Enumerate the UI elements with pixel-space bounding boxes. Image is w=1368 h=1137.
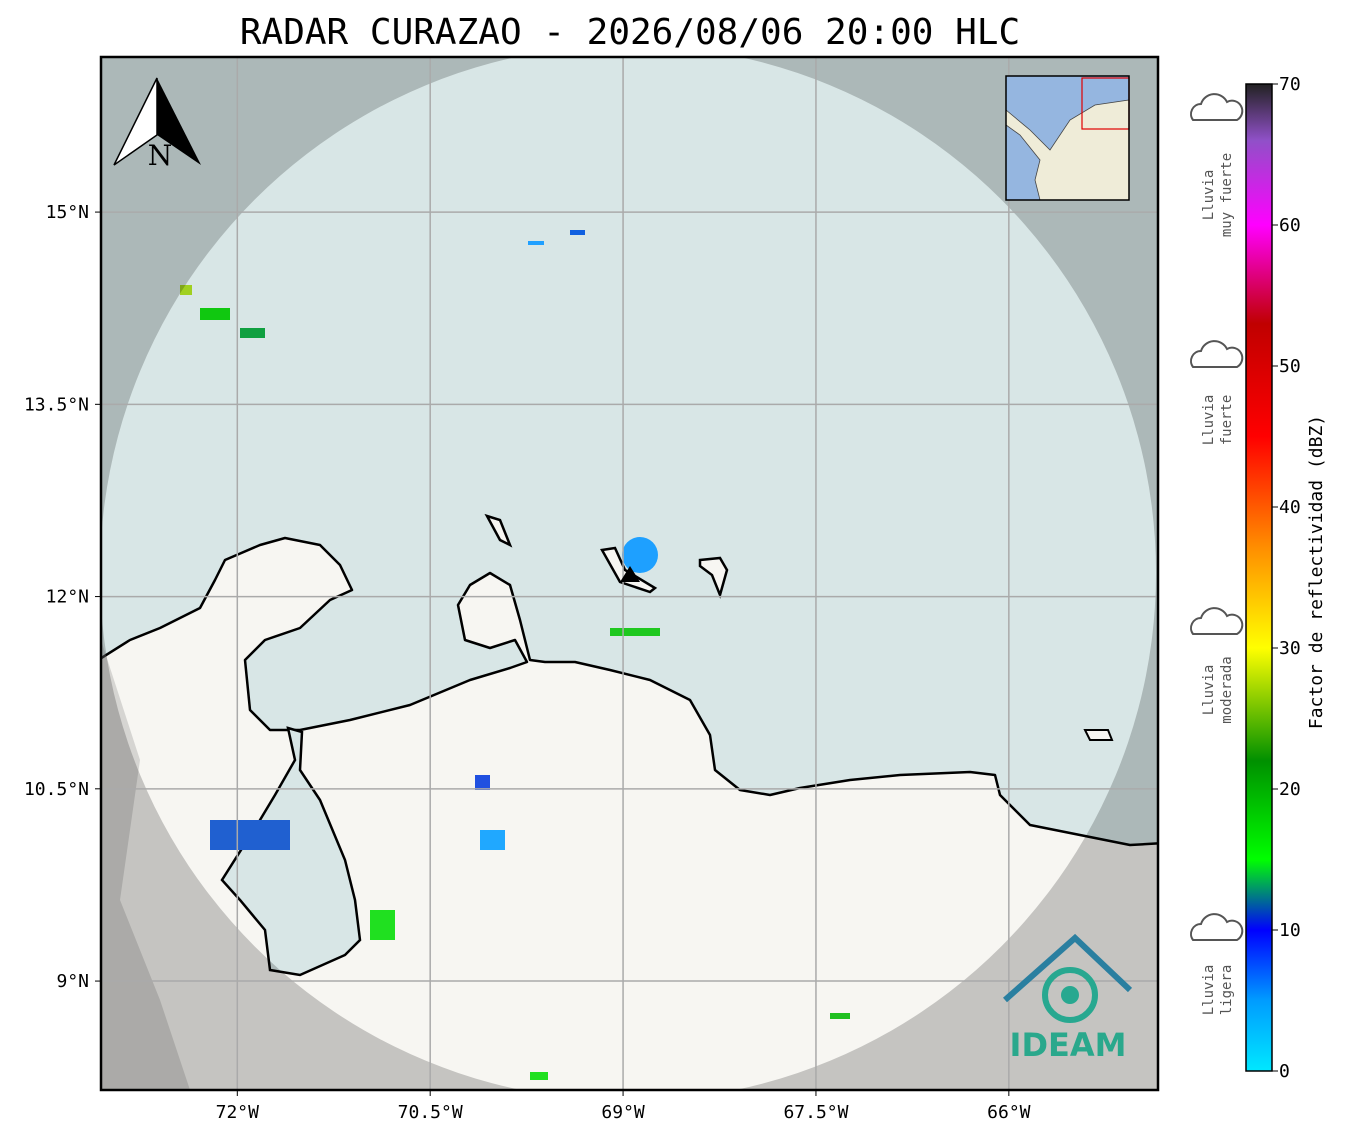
lat-tick-label: 12°N [46, 587, 89, 608]
colorbar [1245, 83, 1273, 1072]
legend-label: Lluvia [1201, 395, 1217, 446]
weather-icon [1190, 93, 1244, 121]
radar-echo [210, 820, 290, 850]
lake-maracaibo [220, 726, 362, 977]
logo: IDEAM [1003, 933, 1133, 1064]
island [1083, 729, 1114, 741]
lon-tick-label: 70.5°W [398, 1102, 463, 1123]
lat-tick-label: 9°N [56, 971, 89, 992]
colorbar-tick-label: 60 [1279, 215, 1301, 236]
colorbar-label: Factor de reflectividad (dBZ) [1306, 415, 1327, 729]
colorbar-tick-label: 30 [1279, 638, 1301, 659]
colorbar-tick-label: 10 [1279, 920, 1301, 941]
radar-echo [480, 830, 505, 850]
logo-text: IDEAM [1010, 1026, 1127, 1064]
inset-map [1005, 75, 1130, 201]
lat-tick-label: 13.5°N [24, 394, 89, 415]
radar-echo [622, 537, 658, 573]
legend-label: fuerte [1219, 395, 1235, 446]
colorbar-tick-label: 40 [1279, 497, 1301, 518]
legend-label: Lluvia [1201, 665, 1217, 716]
radar-echo [830, 1013, 850, 1019]
map-frame [99, 55, 1160, 1092]
lon-tick-label: 67.5°W [783, 1102, 848, 1123]
radar-echo [240, 328, 265, 338]
colorbar-tick-label: 20 [1279, 779, 1301, 800]
radar-echo [530, 1072, 548, 1080]
legend-label: muy fuerte [1219, 153, 1235, 237]
north-arrow: N [113, 77, 201, 172]
weather-icon [1190, 340, 1244, 368]
colorbar-tick-label: 0 [1279, 1061, 1290, 1082]
lon-tick-label: 72°W [216, 1102, 260, 1123]
weather-icon [1190, 607, 1244, 635]
lat-tick-label: 15°N [46, 202, 89, 223]
lon-tick-label: 69°W [601, 1102, 645, 1123]
title: RADAR CURAZAO - 2026/08/06 20:00 HLC [240, 12, 1020, 53]
bonaire [698, 556, 729, 599]
radar-echo [570, 230, 585, 235]
weather-icon [1190, 913, 1244, 941]
colorbar-tick-label: 50 [1279, 356, 1301, 377]
radar-echo [528, 241, 544, 245]
radar-echo [370, 910, 395, 940]
aruba [484, 513, 513, 548]
radar-echoes [180, 230, 850, 1080]
legend-label: Lluvia [1201, 170, 1217, 221]
radar-site [620, 566, 640, 582]
legend-label: Lluvia [1201, 965, 1217, 1016]
mountains [101, 640, 190, 1090]
grid [101, 57, 1158, 1090]
colorbar-tick-label: 70 [1279, 74, 1301, 95]
radar-echo [610, 628, 660, 636]
radar-echo [180, 285, 192, 295]
map [101, 57, 1158, 1090]
mainland [101, 536, 1158, 1090]
lat-tick-label: 10.5°N [24, 779, 89, 800]
radar-echo [200, 308, 230, 320]
legend-label: ligera [1219, 965, 1235, 1016]
north-label: N [148, 139, 173, 172]
legend-label: moderada [1219, 656, 1235, 723]
radar-echo [475, 775, 490, 790]
lon-tick-label: 66°W [987, 1102, 1031, 1123]
